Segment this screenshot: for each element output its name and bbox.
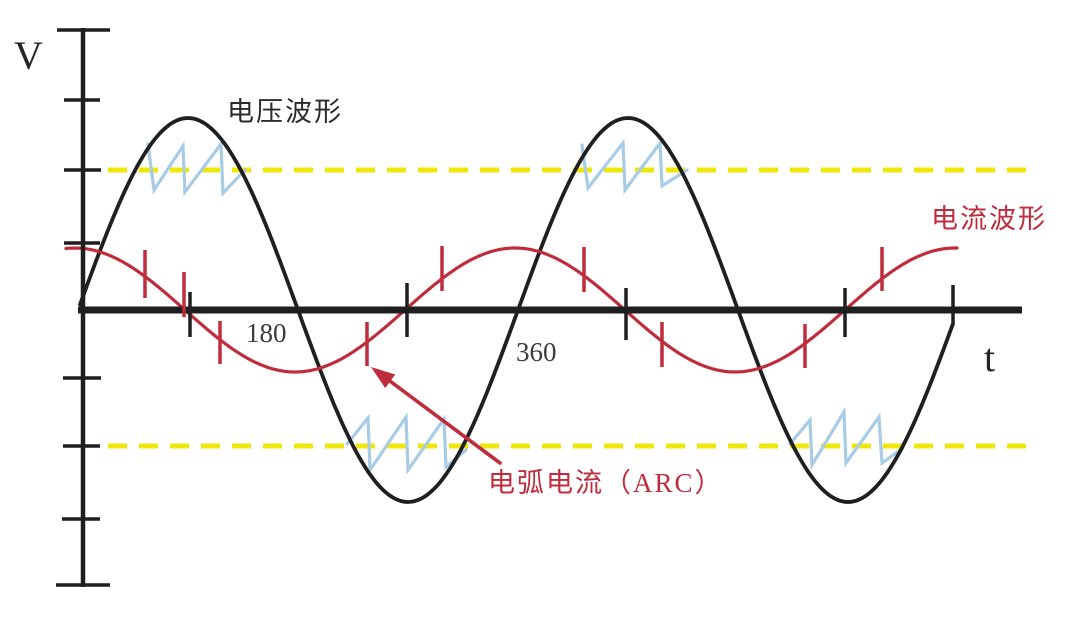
arc-sawtooth-segment: [580, 138, 689, 195]
arc-sawtooth-segment: [345, 412, 468, 475]
x-axis-label-180: 180: [246, 318, 287, 348]
arc-sawtooth-segment: [788, 406, 905, 471]
arc-annotation-arrowhead: [371, 367, 396, 389]
t-axis-title: t: [984, 335, 996, 380]
arc-sawtooth-segment: [146, 139, 247, 197]
v-axis-title: V: [14, 33, 43, 78]
arc-annotation-arrow: [388, 379, 502, 465]
current-waveform-path: [64, 246, 959, 374]
voltage-wave-label: 电压波形: [227, 97, 343, 127]
current-wave-label: 电流波形: [931, 204, 1047, 234]
x-axis-label-360: 360: [516, 337, 557, 367]
voltage-waveform-path: [78, 116, 955, 504]
arc-current-label: 电弧电流（ARC）: [488, 468, 724, 498]
